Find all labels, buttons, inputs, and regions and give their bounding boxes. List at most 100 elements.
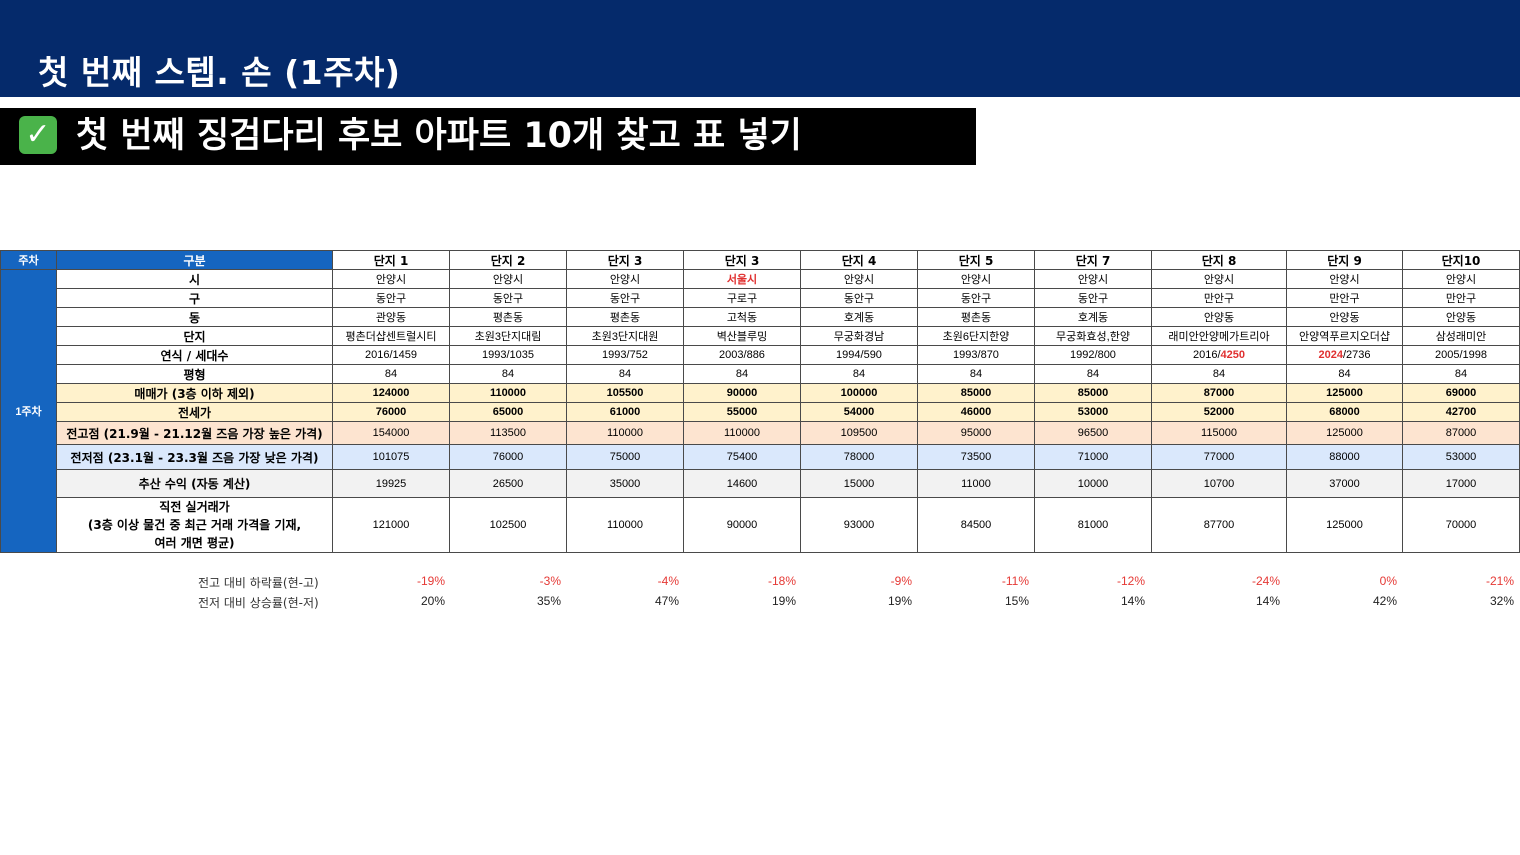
table-cell: 동안구 bbox=[566, 288, 684, 308]
table-cell: 115000 bbox=[1151, 421, 1287, 445]
table-cell: 110000 bbox=[566, 497, 684, 553]
table-cell: 84 bbox=[800, 364, 918, 384]
table-cell: 안양동 bbox=[1151, 307, 1287, 327]
table-cell: 84 bbox=[917, 364, 1035, 384]
table-cell: 125000 bbox=[1286, 421, 1403, 445]
table-cell: 벽산블루밍 bbox=[683, 326, 801, 346]
table-cell: 1993/870 bbox=[917, 345, 1035, 365]
table-cell: 래미안안양메가트리아 bbox=[1151, 326, 1287, 346]
rise-rate-value: 20% bbox=[420, 594, 445, 608]
drop-rate-value: -24% bbox=[1251, 574, 1280, 588]
table-cell: 68000 bbox=[1286, 402, 1403, 422]
table-row: 단지 평촌더샵센트럴시티 초원3단지대림 초원3단지대원 벽산블루밍 무궁화경남 초원6단지… bbox=[1, 326, 1520, 346]
table-cell: 102500 bbox=[449, 497, 567, 553]
table-cell: 113500 bbox=[449, 421, 567, 445]
drop-rate-value: -18% bbox=[767, 574, 796, 588]
table-cell: 71000 bbox=[1034, 444, 1152, 470]
drop-rate-value: -19% bbox=[416, 574, 445, 588]
table-cell: 69000 bbox=[1402, 383, 1520, 403]
table-cell: 2024/2736 bbox=[1286, 345, 1403, 365]
table-cell: 안양시 bbox=[1034, 269, 1152, 289]
table-cell: 호계동 bbox=[800, 307, 918, 327]
table-cell: 87000 bbox=[1402, 421, 1520, 445]
table-cell: 동안구 bbox=[1034, 288, 1152, 308]
table-cell: 95000 bbox=[917, 421, 1035, 445]
row-label: 직전 실거래가 (3층 이상 물건 중 최근 거래 가격을 기재, 여러 개면 평균… bbox=[56, 497, 333, 553]
row-label: 매매가 (3층 이하 제외) bbox=[56, 383, 333, 403]
table-cell: 무궁화효성,한양 bbox=[1034, 326, 1152, 346]
table-cell: 평촌동 bbox=[566, 307, 684, 327]
table-cell: 109500 bbox=[800, 421, 918, 445]
table-row: 평형 84 84 84 84 84 84 84 84 84 84 bbox=[1, 364, 1520, 384]
table-cell: 101075 bbox=[332, 444, 450, 470]
table-cell: 초원3단지대원 bbox=[566, 326, 684, 346]
table-cell: 65000 bbox=[449, 402, 567, 422]
table-cell: 관양동 bbox=[332, 307, 450, 327]
column-header: 단지 1 bbox=[332, 250, 450, 270]
table-cell: 85000 bbox=[917, 383, 1035, 403]
table-cell: 84500 bbox=[917, 497, 1035, 553]
row-label: 동 bbox=[56, 307, 333, 327]
row-label: 전세가 bbox=[56, 402, 333, 422]
drop-rate-value: -12% bbox=[1116, 574, 1145, 588]
table-cell: 125000 bbox=[1286, 383, 1403, 403]
table-cell: 76000 bbox=[449, 444, 567, 470]
table-cell: 154000 bbox=[332, 421, 450, 445]
table-cell: 무궁화경남 bbox=[800, 326, 918, 346]
table-cell: 76000 bbox=[332, 402, 450, 422]
row-label-line: (3층 이상 물건 중 최근 거래 가격을 기재, bbox=[87, 518, 302, 532]
table-cell: 125000 bbox=[1286, 497, 1403, 553]
table-cell: 고척동 bbox=[683, 307, 801, 327]
rise-rate-value: 35% bbox=[536, 594, 561, 608]
row-label: 추산 수익 (자동 계산) bbox=[56, 469, 333, 498]
table-cell: 초원3단지대림 bbox=[449, 326, 567, 346]
table-cell: 안양시 bbox=[1402, 269, 1520, 289]
table-row: 전고점 (21.9월 - 21.12월 즈음 가장 높은 가격) 154000 11… bbox=[1, 421, 1520, 445]
table-cell: 73500 bbox=[917, 444, 1035, 470]
rise-rate-value: 47% bbox=[654, 594, 679, 608]
table-cell: 동안구 bbox=[449, 288, 567, 308]
row-label: 전저점 (23.1월 - 23.3월 즈음 가장 낮은 가격) bbox=[56, 444, 333, 470]
table-cell: 55000 bbox=[683, 402, 801, 422]
table-cell: 124000 bbox=[332, 383, 450, 403]
table-cell: 11000 bbox=[917, 469, 1035, 498]
table-cell: 안양시 bbox=[1151, 269, 1287, 289]
table-cell: 동안구 bbox=[917, 288, 1035, 308]
table-cell: 90000 bbox=[683, 383, 801, 403]
table-cell: 35000 bbox=[566, 469, 684, 498]
row-label: 평형 bbox=[56, 364, 333, 384]
table-cell: 안양동 bbox=[1286, 307, 1403, 327]
table-cell: 안양시 bbox=[566, 269, 684, 289]
row-label-line: 직전 실거래가 bbox=[159, 500, 230, 514]
table-cell: 75400 bbox=[683, 444, 801, 470]
table-cell: 1993/1035 bbox=[449, 345, 567, 365]
table-cell: 93000 bbox=[800, 497, 918, 553]
drop-rate-value: -3% bbox=[539, 574, 561, 588]
table-cell: 121000 bbox=[332, 497, 450, 553]
table-cell: 안양시 bbox=[1286, 269, 1403, 289]
table-cell: 삼성래미안 bbox=[1402, 326, 1520, 346]
table-cell: 52000 bbox=[1151, 402, 1287, 422]
header-week: 주차 bbox=[0, 250, 57, 270]
table-row: 매매가 (3층 이하 제외) 124000 110000 105500 90000 100… bbox=[1, 383, 1520, 403]
table-cell: 평촌동 bbox=[917, 307, 1035, 327]
table-cell: 84 bbox=[1034, 364, 1152, 384]
rise-rate-value: 32% bbox=[1489, 594, 1514, 608]
cell-part-highlight: 4250 bbox=[1220, 349, 1245, 361]
table-cell: 37000 bbox=[1286, 469, 1403, 498]
table-cell: 만안구 bbox=[1402, 288, 1520, 308]
apartment-table: 주차 구분 단지 1 단지 2 단지 3 단지 3 단지 4 단지 5 단지 7 단지 8 단지 9… bbox=[0, 250, 1520, 553]
table-cell: 평촌동 bbox=[449, 307, 567, 327]
page-title: 첫 번째 스텝. 손 (1주차) bbox=[38, 53, 401, 92]
table-cell: 88000 bbox=[1286, 444, 1403, 470]
column-header: 단지 8 bbox=[1151, 250, 1287, 270]
drop-rate-value: -9% bbox=[890, 574, 912, 588]
table-cell: 2016/4250 bbox=[1151, 345, 1287, 365]
table-cell: 54000 bbox=[800, 402, 918, 422]
table-cell: 안양역푸르지오더샵 bbox=[1286, 326, 1403, 346]
header-bar bbox=[0, 0, 1520, 97]
column-header: 단지 3 bbox=[683, 250, 801, 270]
header-category: 구분 bbox=[56, 250, 333, 270]
table-cell: 105500 bbox=[566, 383, 684, 403]
table-cell: 1992/800 bbox=[1034, 345, 1152, 365]
